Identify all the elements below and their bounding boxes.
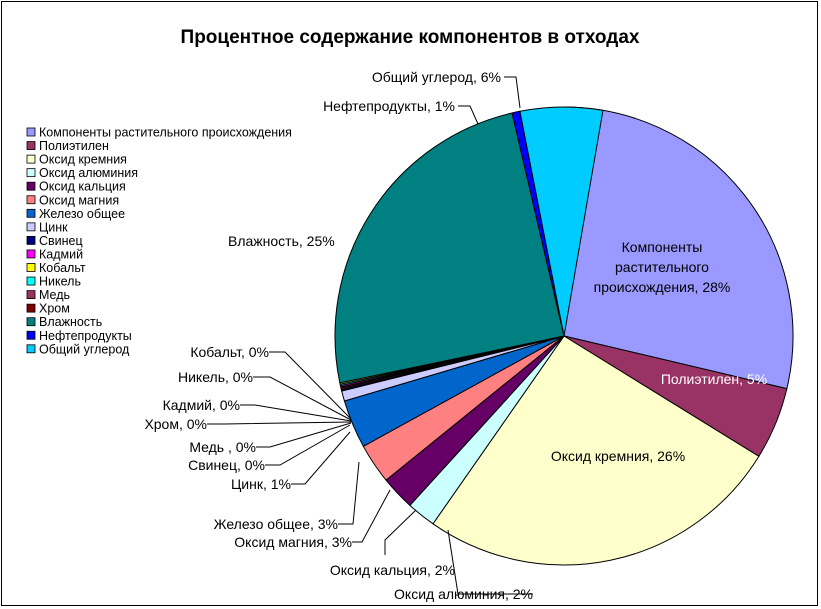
legend-label-медь: Медь [39,288,70,302]
data-label-полиэтилен: Полиэтилен, 5% [661,371,767,387]
legend-label-оксид-кремния: Оксид кремния [39,153,127,167]
legend-label-кадмий: Кадмий [39,247,83,261]
legend-swatch-оксид-кремния [26,154,36,164]
leader-line-медь [256,422,352,448]
legend-label-влажность: Влажность [39,315,102,329]
leader-line-кадмий [240,404,352,422]
leader-line-оксид-алюминия [447,529,533,595]
legend-label-полиэтилен: Полиэтилен [39,139,109,153]
data-label-свинец: Свинец, 0% [188,457,265,473]
data-label-хром: Хром, 0% [144,416,207,432]
legend-label-оксид-магния: Оксид магния [39,193,119,207]
data-label-оксид-алюминия: Оксид алюминия, 2% [394,586,533,602]
legend-label-оксид-алюминия: Оксид алюминия [39,166,138,180]
legend-label-общий-углерод: Общий углерод [39,342,130,356]
legend-label-компоненты-растительного-происхождения: Компоненты растительного происхождения [39,126,292,140]
data-label-никель: Никель, 0% [178,369,253,385]
legend-swatch-свинец [26,235,36,245]
legend-swatch-компоненты-растительного-происхождения [26,127,36,137]
legend-swatch-оксид-кальция [26,181,36,191]
leader-line-общий-углерод [504,76,521,109]
legend-swatch-общий-углерод [26,344,36,354]
legend-swatch-кадмий [26,249,36,259]
legend-label-нефтепродукты: Нефтепродукты [39,329,132,343]
leader-line-оксид-кальция [384,509,417,555]
legend-label-никель: Никель [39,275,81,289]
leader-line-нефтепродукты [458,105,479,125]
chart-title: Процентное содержание компонентов в отхо… [181,27,640,48]
legend-label-свинец: Свинец [39,234,83,248]
data-label-медь: Медь , 0% [189,439,256,455]
leader-line-оксид-магния [352,489,391,543]
pie-slice-оксид-кремния [432,335,760,566]
legend-label-цинк: Цинк [39,220,68,234]
legend-swatch-медь [26,290,36,300]
legend-label-хром: Хром [39,302,70,316]
data-label-оксид-кальция: Оксид кальция, 2% [330,562,455,578]
leader-line-никель [253,376,352,421]
legend-swatch-хром [26,303,36,313]
legend-swatch-нефтепродукты [26,330,36,340]
legend-swatch-полиэтилен [26,141,36,150]
legend-swatch-влажность [26,317,36,327]
legend-swatch-оксид-магния [26,195,36,205]
data-label-цинк: Цинк, 1% [231,476,291,492]
leader-line-хром [207,421,352,425]
legend-swatch-цинк [26,222,36,232]
data-label-кобальт: Кобальт, 0% [190,344,269,360]
data-label-влажность: Влажность, 25% [228,233,335,249]
legend-swatch-оксид-алюминия [26,168,36,178]
data-label-кадмий: Кадмий, 0% [163,397,240,413]
legend-swatch-железо-общее [26,208,36,218]
legend-swatch-кобальт [26,263,36,272]
leader-line-цинк [291,431,351,485]
legend-label-кобальт: Кобальт [39,261,86,275]
data-label-оксид-магния: Оксид магния, 3% [234,534,352,550]
pie-slice-влажность [334,112,565,384]
pie-slice-компоненты-растительного-происхождения [563,106,794,390]
legend-swatch-никель [26,276,36,286]
leader-lines [207,76,533,595]
pie-slice-общий-углерод [519,106,604,337]
data-label-общий-углерод: Общий углерод, 6% [372,69,501,85]
leader-line-железо-общее [338,461,360,525]
data-labels: Компоненты растительного происхождения, 28… [144,69,767,602]
leader-line-кобальт [269,351,352,420]
legend-label-железо-общее: Железо общее [39,207,125,221]
data-label-железо-общее: Железо общее, 3% [214,516,338,532]
leader-line-свинец [265,424,351,466]
legend-label-оксид-кальция: Оксид кальция [39,180,126,194]
data-label-компоненты-растительного-происхождения: Компоненты растительного происхождения, 28… [594,239,731,295]
data-label-нефтепродукты: Нефтепродукты, 1% [323,98,455,114]
legend: Компоненты растительного происхожденияПо… [26,126,292,356]
pie-slices [334,106,794,566]
data-label-оксид-кремния: Оксид кремния, 26% [551,448,685,464]
